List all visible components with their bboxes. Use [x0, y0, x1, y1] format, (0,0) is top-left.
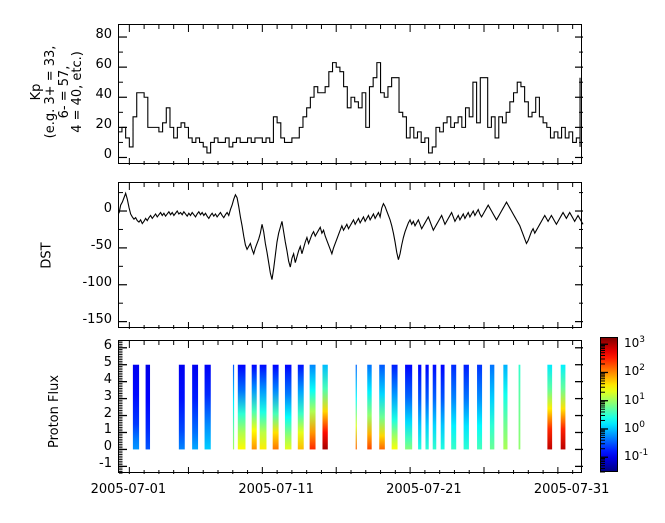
y-tick-label: 5 — [103, 354, 112, 370]
colorbar-tick-label: 103 — [624, 335, 646, 351]
x-tick-label: 2005-07-21 — [386, 482, 462, 497]
colorbar-tick-label: 100 — [624, 419, 646, 435]
colorbar-tick-label: 101 — [624, 391, 646, 407]
y-tick-label: 0 — [103, 201, 112, 217]
y-tick-label: -1 — [99, 456, 112, 472]
proton-flux-colorbar — [600, 337, 618, 472]
y-tick-label: 20 — [95, 117, 112, 133]
x-tick-label: 2005-07-31 — [533, 482, 610, 497]
x-tick-label: 2005-07-11 — [238, 482, 314, 497]
kp-panel — [118, 24, 583, 165]
y-tick-label: -50 — [90, 237, 112, 253]
y-tick-label: 60 — [95, 57, 112, 73]
kp-label-line2: (e.g. 3+ = 33, — [43, 45, 59, 139]
kp-axis-label-text: Kp (e.g. 3+ = 33, 6- = 57, 4 = 40, etc.) — [29, 17, 85, 167]
y-tick-label: 4 — [103, 371, 112, 387]
y-tick-label: 3 — [103, 388, 112, 404]
y-tick-label: 2 — [103, 405, 112, 421]
y-tick-label: -150 — [82, 311, 112, 327]
y-tick-label: 80 — [95, 27, 112, 43]
y-tick-label: 0 — [103, 147, 112, 163]
kp-label-line3: 6- = 57, — [56, 65, 72, 119]
colorbar-tick-label: 10-1 — [624, 448, 649, 464]
y-tick-label: 1 — [103, 422, 112, 438]
proton-flux-panel — [118, 340, 583, 474]
kp-label-line1: Kp — [29, 83, 45, 101]
colorbar-ticks — [600, 343, 608, 473]
y-tick-label: 6 — [103, 337, 112, 353]
dst-axis-label: DST — [39, 242, 55, 269]
x-tick-label: 2005-07-01 — [90, 482, 167, 497]
colorbar-tick-label: 102 — [624, 363, 646, 379]
y-tick-label: 40 — [95, 87, 112, 103]
proton-flux-axis-label: Proton Flux — [47, 374, 63, 449]
kp-label-line4: 4 = 40, etc.) — [70, 51, 86, 133]
dst-plot-line — [118, 183, 584, 329]
kp-plot-line — [119, 25, 583, 165]
dst-panel — [118, 182, 584, 329]
proton-flux-spectrogram — [119, 340, 583, 474]
y-tick-label: 0 — [103, 439, 112, 455]
y-tick-label: -100 — [82, 274, 112, 290]
